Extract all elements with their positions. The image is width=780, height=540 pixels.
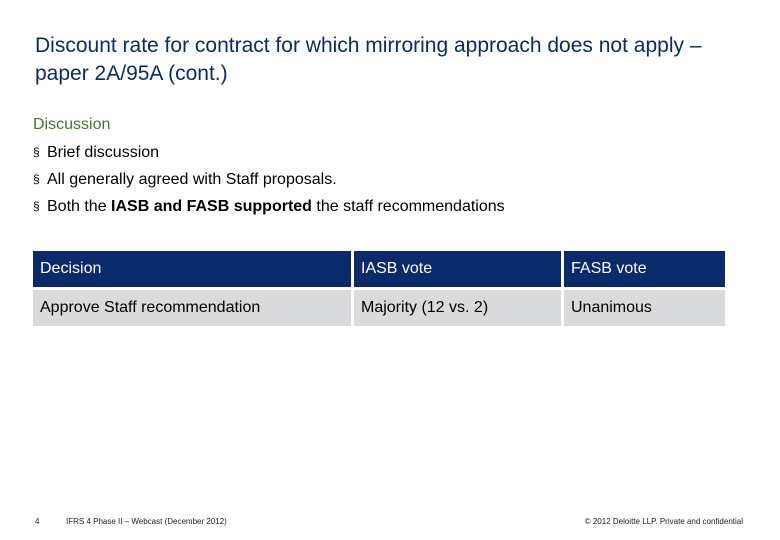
bullet-text: Both the IASB and FASB supported the sta…	[47, 198, 505, 215]
cell-iasb-vote: Majority (12 vs. 2)	[354, 290, 561, 326]
bullet-icon: §	[33, 199, 40, 213]
bullet-icon: §	[33, 145, 40, 159]
bullet-item: § All generally agreed with Staff propos…	[33, 170, 505, 197]
bullet-text: Brief discussion	[47, 144, 160, 161]
cell-fasb-vote: Unanimous	[564, 290, 725, 326]
bullet-icon: §	[33, 172, 40, 186]
bullet-text: All generally agreed with Staff proposal…	[47, 171, 337, 188]
header-iasb-vote: IASB vote	[354, 251, 561, 287]
footer-deck-title: IFRS 4 Phase II – Webcast (December 2012…	[66, 517, 227, 526]
bullet-item: § Both the IASB and FASB supported the s…	[33, 197, 505, 224]
table-header-row: Decision IASB vote FASB vote	[33, 251, 725, 287]
table-row: Approve Staff recommendation Majority (1…	[33, 290, 725, 326]
slide-title: Discount rate for contract for which mir…	[35, 34, 702, 85]
header-fasb-vote: FASB vote	[564, 251, 725, 287]
footer-copyright: © 2012 Deloitte LLP. Private and confide…	[584, 517, 743, 526]
cell-decision: Approve Staff recommendation	[33, 290, 351, 326]
bullet-item: § Brief discussion	[33, 143, 505, 170]
bullet-list: § Brief discussion § All generally agree…	[33, 143, 505, 224]
vote-table: Decision IASB vote FASB vote Approve Sta…	[30, 248, 728, 329]
section-heading: Discussion	[33, 116, 111, 133]
page-number: 4	[35, 517, 40, 526]
header-decision: Decision	[33, 251, 351, 287]
